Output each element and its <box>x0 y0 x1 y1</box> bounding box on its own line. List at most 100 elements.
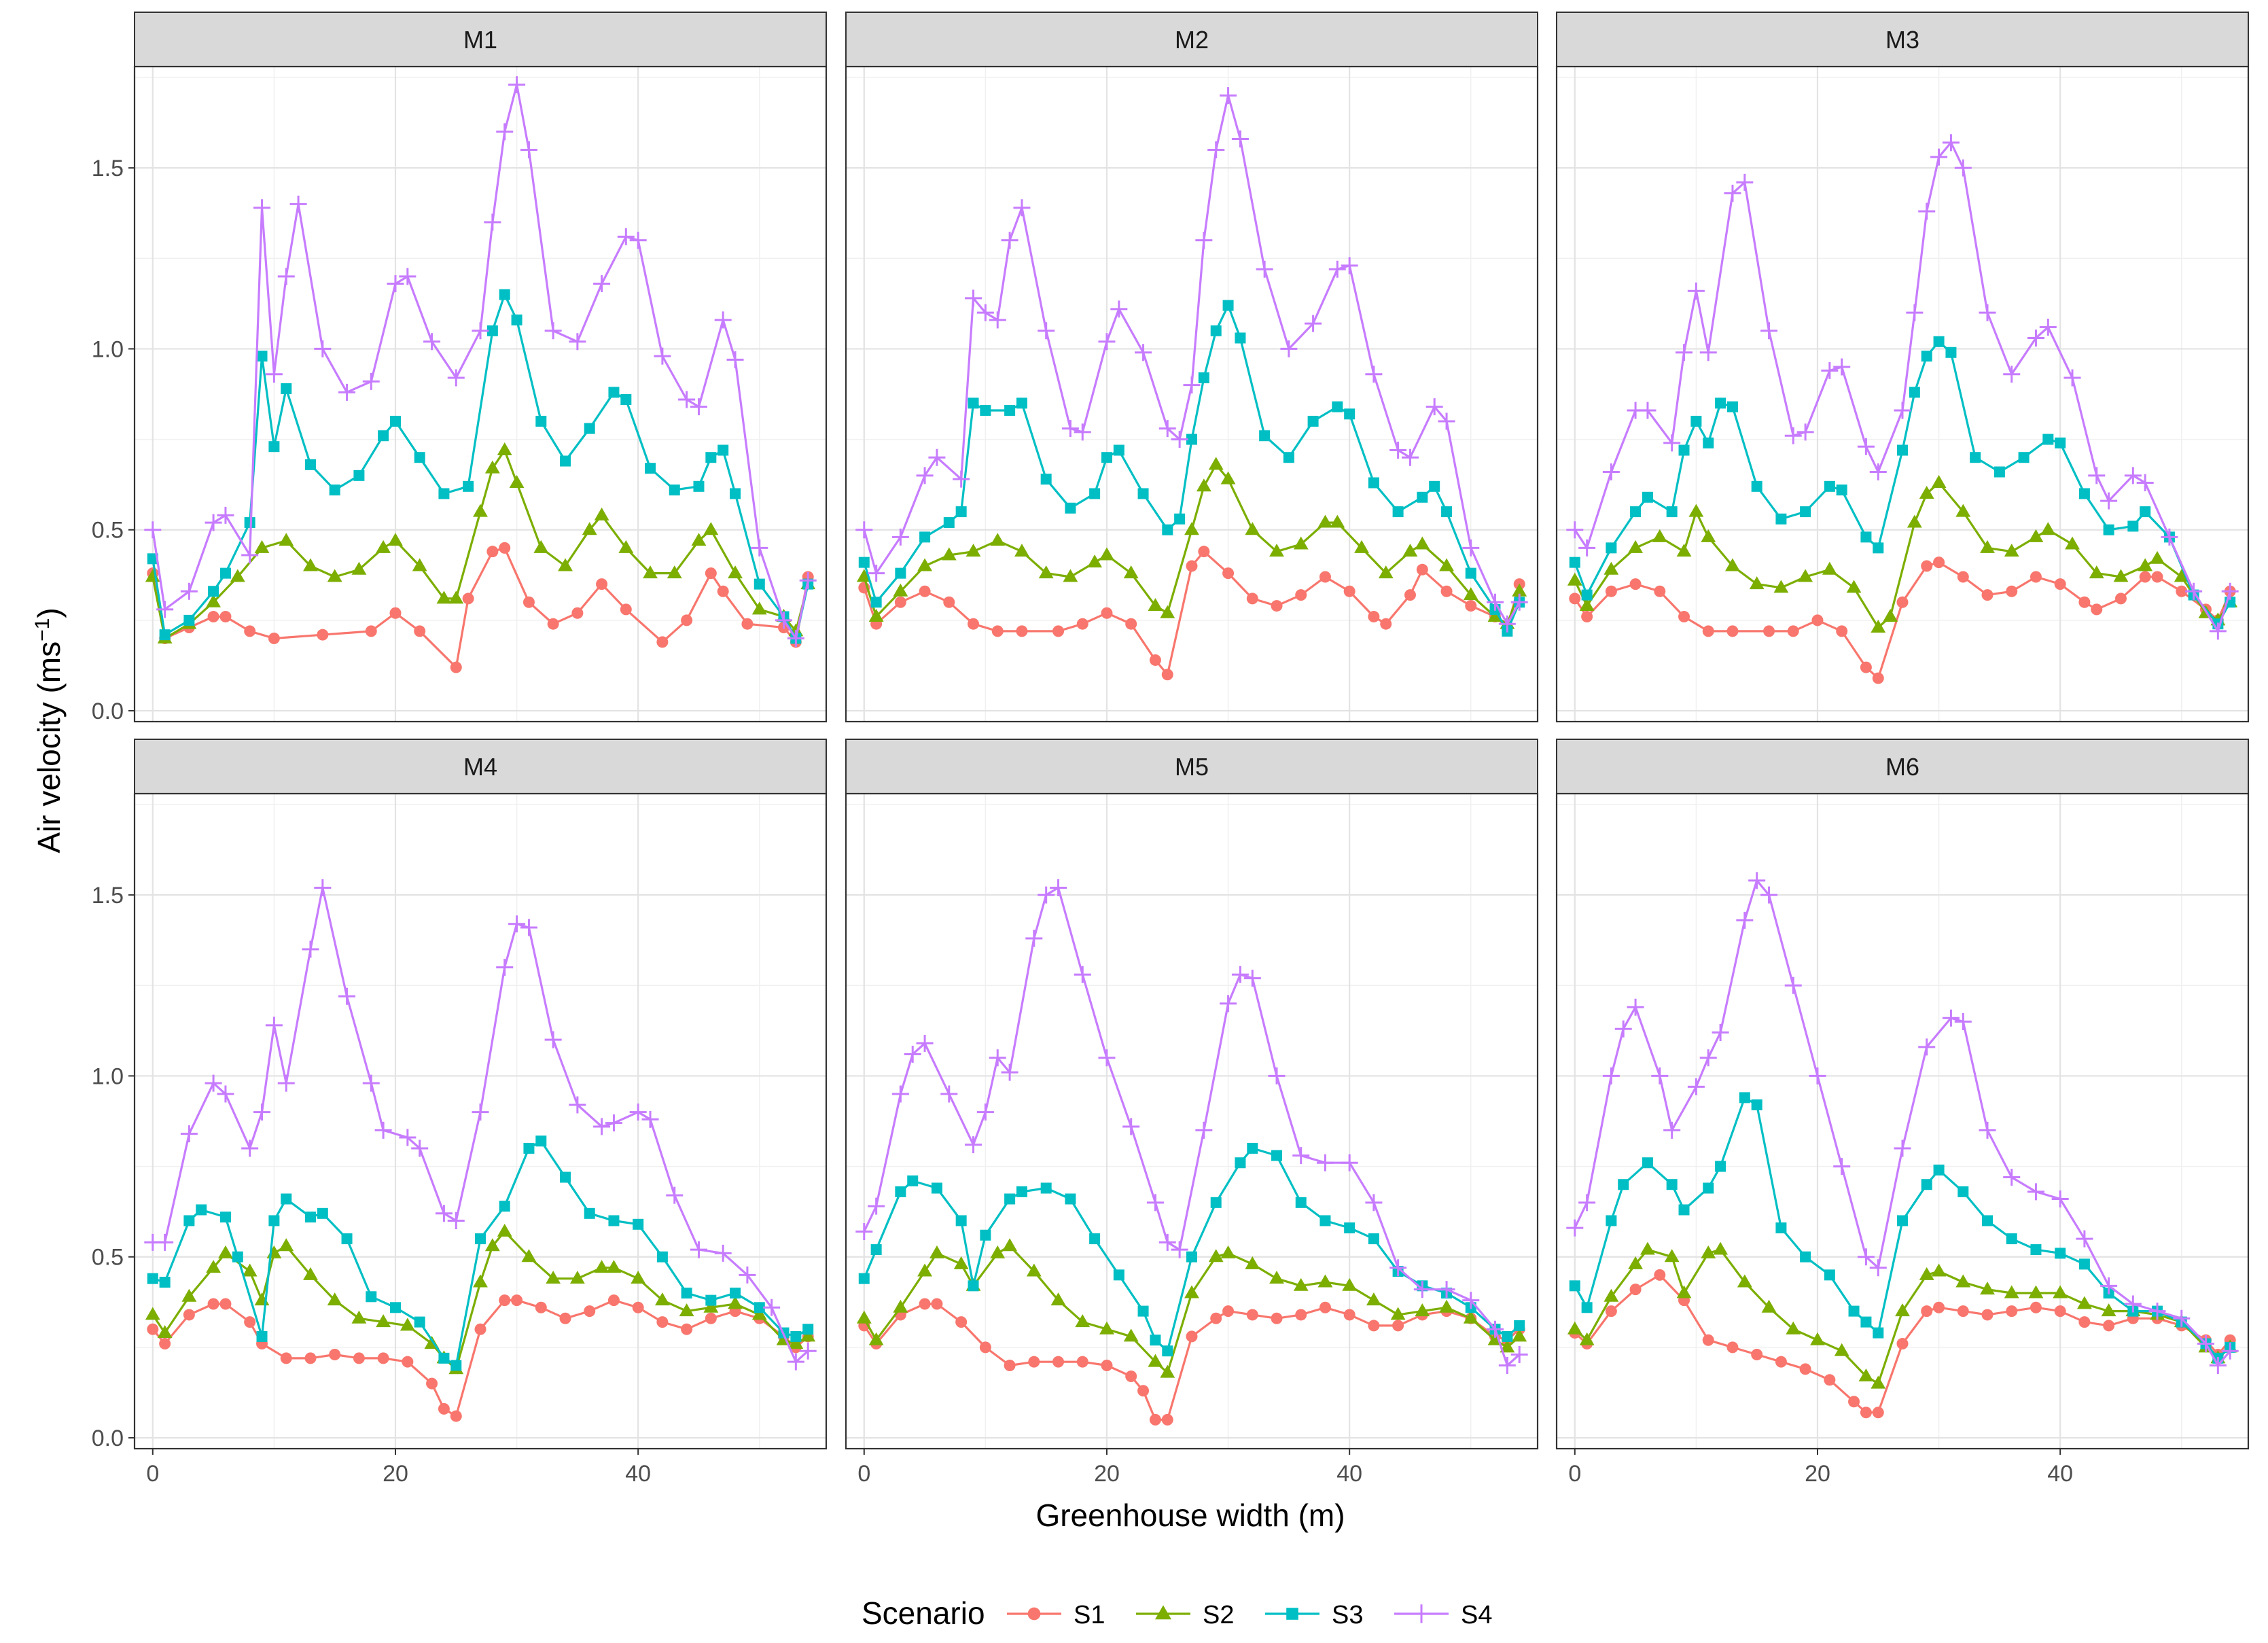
data-point <box>929 1245 944 1258</box>
data-point <box>1652 529 1667 542</box>
data-point <box>450 1360 462 1371</box>
legend-key-marker <box>1412 1604 1431 1623</box>
data-point <box>2100 1277 2118 1294</box>
data-point <box>436 590 452 604</box>
data-point <box>1921 351 1932 362</box>
data-point <box>314 340 332 357</box>
data-point <box>1739 1092 1750 1103</box>
data-point <box>1486 1320 1504 1338</box>
data-point <box>931 1298 943 1310</box>
data-point <box>1639 402 1656 419</box>
data-point <box>1101 607 1113 619</box>
data-point <box>1848 1396 1860 1408</box>
data-point <box>1702 625 1714 637</box>
data-point <box>856 569 872 582</box>
data-point <box>448 590 464 604</box>
data-point <box>2018 452 2030 463</box>
data-point <box>414 1316 425 1328</box>
data-point <box>681 614 693 626</box>
data-point <box>1074 423 1091 441</box>
data-point <box>1487 609 1503 622</box>
data-point <box>1110 300 1128 318</box>
data-point <box>1712 1024 1729 1042</box>
data-point <box>2221 582 2239 600</box>
data-point <box>1149 1413 1161 1426</box>
data-point <box>450 1410 462 1422</box>
data-point <box>717 585 729 597</box>
series-s4 <box>1566 872 2239 1374</box>
data-point <box>1605 585 1617 597</box>
data-point <box>1392 506 1404 518</box>
data-point <box>1909 387 1920 398</box>
data-point <box>1602 1067 1620 1084</box>
data-point <box>1857 438 1875 455</box>
data-point <box>1344 408 1356 420</box>
data-point <box>1678 611 1690 623</box>
data-point <box>751 1307 767 1320</box>
data-point <box>1687 282 1705 300</box>
data-point <box>402 1356 414 1368</box>
data-point <box>1014 544 1029 557</box>
data-point <box>1208 457 1224 470</box>
data-point <box>484 1238 500 1252</box>
data-point <box>1198 372 1209 384</box>
data-point <box>1566 521 1584 539</box>
data-point <box>206 1260 222 1273</box>
data-point <box>206 594 222 607</box>
data-point <box>1809 1067 1826 1084</box>
data-point <box>916 467 934 484</box>
data-point <box>389 607 402 619</box>
data-point <box>389 1302 401 1313</box>
legend-key-marker <box>1027 1607 1041 1621</box>
data-point <box>1933 336 1945 347</box>
data-point <box>1183 376 1201 394</box>
data-point <box>400 1318 415 1331</box>
data-point <box>2138 558 2153 571</box>
data-point <box>144 521 162 539</box>
data-point <box>917 1263 933 1277</box>
data-point <box>606 1260 622 1273</box>
data-point <box>2042 434 2054 445</box>
series-line <box>152 546 809 669</box>
data-point <box>1566 1219 1584 1237</box>
data-point <box>1784 427 1802 444</box>
data-point <box>362 372 380 390</box>
data-point <box>1702 1334 1714 1346</box>
data-point <box>1137 1385 1150 1397</box>
data-point <box>1158 420 1176 438</box>
data-point <box>303 1267 318 1280</box>
data-point <box>1666 506 1678 518</box>
data-point <box>1942 134 1960 152</box>
data-point <box>1013 199 1031 217</box>
data-point <box>196 1204 207 1216</box>
data-point <box>1981 1309 1994 1321</box>
data-point <box>582 522 597 535</box>
data-point <box>1614 1020 1632 1038</box>
legend-key-marker <box>1154 1605 1172 1620</box>
data-point <box>2006 1305 2018 1318</box>
data-point <box>968 1280 979 1292</box>
data-point <box>1316 1154 1334 1171</box>
data-point <box>976 304 994 321</box>
data-point <box>1341 1154 1358 1171</box>
data-point <box>1050 879 1067 896</box>
data-point <box>2127 520 2139 532</box>
data-point <box>1628 540 1644 553</box>
data-point <box>856 1310 872 1324</box>
data-point <box>1629 578 1642 590</box>
data-point <box>484 213 501 231</box>
data-point <box>893 583 908 597</box>
data-point <box>205 1074 222 1092</box>
data-point <box>1896 596 1909 608</box>
data-point <box>473 504 488 517</box>
data-point <box>1341 257 1358 275</box>
data-point <box>654 347 671 365</box>
facet-label: M6 <box>1885 753 1919 781</box>
grid <box>135 67 826 722</box>
data-point <box>497 442 512 456</box>
facet-panel-m6: M6 0 20 40 <box>1555 739 2250 1487</box>
data-point <box>1979 304 1996 321</box>
grid <box>135 794 826 1449</box>
data-point <box>1245 522 1260 535</box>
